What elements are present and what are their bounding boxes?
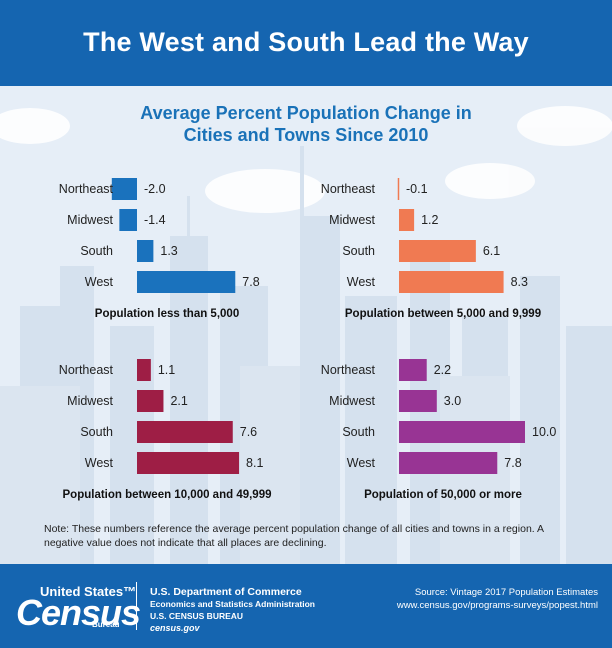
chart-note: Note: These numbers reference the averag…: [44, 523, 544, 549]
source-info: Source: Vintage 2017 Population Estimate…: [397, 586, 598, 612]
category-label: South: [342, 244, 375, 258]
dept-line-3: U.S. CENSUS BUREAU: [150, 611, 244, 621]
category-label: West: [347, 275, 376, 289]
header-banner: The West and South Lead the Way: [0, 0, 612, 86]
category-label: Midwest: [67, 213, 113, 227]
bar-northeast: [397, 178, 400, 200]
bar-south: [137, 421, 233, 443]
value-label: -2.0: [144, 182, 166, 196]
category-label: Northeast: [321, 363, 376, 377]
bar-midwest: [119, 209, 137, 231]
footer-divider: [136, 582, 137, 630]
bar-midwest: [399, 390, 437, 412]
category-label: Midwest: [67, 394, 113, 408]
category-label: Northeast: [59, 363, 114, 377]
page-title: The West and South Lead the Way: [83, 27, 529, 57]
logo-united-states: United States™: [40, 584, 137, 599]
dept-line-2: Economics and Statistics Administration: [150, 599, 315, 609]
bar-west: [137, 271, 236, 293]
bar-south: [399, 421, 525, 443]
category-label: Midwest: [329, 213, 375, 227]
category-label: Northeast: [59, 182, 114, 196]
value-label: 1.1: [158, 363, 175, 377]
category-label: South: [80, 244, 113, 258]
value-label: -1.4: [144, 213, 166, 227]
department-info: U.S. Department of Commerce Economics an…: [150, 586, 315, 634]
chart-title: Population of 50,000 or more: [364, 489, 522, 501]
bar-midwest: [399, 209, 415, 231]
source-line-1: Source: Vintage 2017 Population Estimate…: [414, 587, 598, 598]
bar-south: [399, 240, 476, 262]
category-label: Northeast: [321, 182, 376, 196]
value-label: 8.1: [246, 456, 263, 470]
bar-west: [399, 452, 498, 474]
bar-midwest: [137, 390, 164, 412]
value-label: 7.6: [240, 425, 257, 439]
value-label: 2.1: [170, 394, 187, 408]
bar-charts: Northeast -2.0 Midwest -1.4 South 1.3 West 7.8 P…: [59, 178, 556, 501]
subtitle-line-2: Cities and Towns Since 2010: [183, 125, 429, 145]
bar-west: [137, 452, 240, 474]
dept-line-1: U.S. Department of Commerce: [150, 586, 302, 598]
value-label: 1.2: [421, 213, 438, 227]
bar-northeast: [111, 178, 137, 200]
value-label: 2.2: [434, 363, 451, 377]
bar-northeast: [137, 359, 151, 381]
bar-northeast: [399, 359, 427, 381]
value-label: 6.1: [483, 244, 500, 258]
chart-subtitle: Average Percent Population Change in Cit…: [0, 102, 612, 146]
value-label: 1.3: [160, 244, 177, 258]
category-label: South: [342, 425, 375, 439]
chart-title: Population between 10,000 and 49,999: [63, 489, 272, 501]
category-label: South: [80, 425, 113, 439]
logo-bureau: Bureau: [92, 620, 120, 629]
value-label: -0.1: [406, 182, 428, 196]
logo-census: Census: [16, 592, 141, 633]
category-label: West: [85, 456, 114, 470]
chart-title: Population less than 5,000: [95, 308, 239, 320]
chart-area: Average Percent Population Change in Cit…: [0, 86, 612, 564]
footer: United States™ Census Bureau U.S. Depart…: [0, 564, 612, 648]
category-label: Midwest: [329, 394, 375, 408]
category-label: West: [85, 275, 114, 289]
category-label: West: [347, 456, 376, 470]
bar-south: [137, 240, 154, 262]
value-label: 8.3: [511, 275, 528, 289]
value-label: 7.8: [504, 456, 521, 470]
subtitle-line-1: Average Percent Population Change in: [140, 103, 472, 123]
value-label: 3.0: [444, 394, 461, 408]
chart-title: Population between 5,000 and 9,999: [345, 308, 541, 320]
value-label: 7.8: [242, 275, 259, 289]
value-label: 10.0: [532, 425, 556, 439]
census-gov-link[interactable]: census.gov: [150, 623, 200, 633]
bar-west: [399, 271, 504, 293]
source-url[interactable]: www.census.gov/programs-surveys/popest.h…: [396, 600, 598, 611]
